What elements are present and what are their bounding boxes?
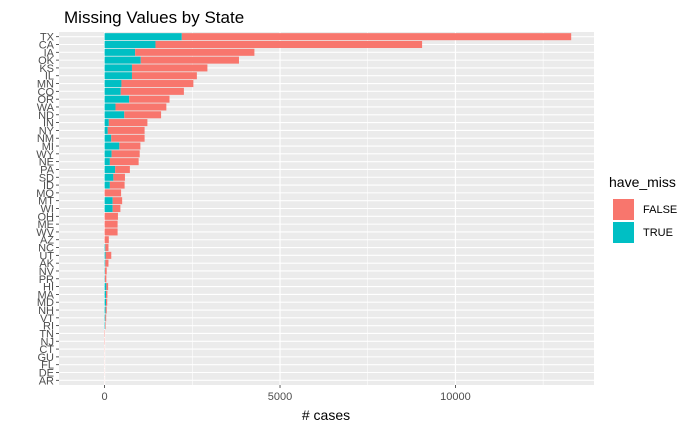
bar-false-ma: [106, 291, 107, 298]
bar-true-il: [105, 72, 132, 79]
bar-false-nm: [111, 135, 144, 142]
bar-false-wy: [112, 150, 140, 157]
bar-false-oh: [105, 213, 118, 220]
bar-true-ne: [105, 158, 110, 165]
bar-false-ny: [108, 127, 145, 134]
bar-false-wv: [105, 228, 118, 235]
bar-true-wy: [105, 150, 112, 157]
bar-true-mt: [105, 197, 113, 204]
bar-false-mi: [119, 143, 140, 150]
bar-true-nc: [105, 244, 106, 251]
x-tick-label: 0: [102, 391, 108, 403]
bar-false-in: [109, 119, 148, 126]
bar-true-ak: [105, 260, 106, 267]
bar-true-ia: [105, 49, 136, 56]
bar-true-vt: [105, 314, 106, 321]
bar-true-wa: [105, 103, 116, 110]
legend: have_miss FALSE TRUE: [609, 174, 677, 243]
bar-false-ak: [105, 260, 108, 267]
bar-true-wi: [105, 205, 113, 212]
bar-true-ut: [105, 252, 106, 259]
bar-true-co: [105, 88, 121, 95]
bar-false-vt: [105, 314, 106, 321]
bar-false-ri: [105, 322, 106, 329]
bar-false-id: [110, 182, 125, 189]
bar-false-mt: [113, 197, 122, 204]
bar-false-ca: [155, 41, 422, 48]
bar-false-nd: [124, 111, 161, 118]
bar-false-il: [132, 72, 197, 79]
bar-false-ut: [106, 252, 112, 259]
bar-false-nh: [106, 307, 107, 314]
bar-false-or: [129, 96, 169, 103]
bar-false-ks: [132, 64, 207, 71]
bar-false-wa: [115, 103, 166, 110]
bar-false-sd: [113, 174, 125, 181]
bar-false-me: [105, 221, 118, 228]
legend-title: have_miss: [609, 174, 676, 190]
bar-false-mn: [121, 80, 193, 87]
bar-false-nc: [105, 244, 108, 251]
bar-false-mo: [105, 189, 121, 196]
bar-true-nh: [105, 307, 106, 314]
bar-true-in: [105, 119, 109, 126]
bar-false-hi: [106, 283, 108, 290]
bar-false-co: [121, 88, 184, 95]
x-tick-label: 5000: [268, 391, 292, 403]
bar-true-sd: [105, 174, 114, 181]
y-axis: TXCAIAOKKSILMNCOORWANDINNYNMMIWYNEPASDID…: [36, 32, 59, 388]
bar-true-tx: [105, 33, 182, 40]
bar-true-nd: [105, 111, 125, 118]
bar-false-ok: [141, 57, 239, 64]
bar-true-ks: [105, 64, 132, 71]
bar-false-pa: [115, 166, 130, 173]
bar-false-ne: [110, 158, 139, 165]
bar-true-or: [105, 96, 130, 103]
legend-key-false: [613, 199, 634, 220]
bar-true-ca: [105, 41, 156, 48]
bar-false-az: [105, 236, 109, 243]
bar-false-ia: [135, 49, 254, 56]
bar-false-pr: [105, 275, 106, 282]
x-axis-title: # cases: [302, 407, 350, 423]
chart-title: Missing Values by State: [64, 8, 244, 27]
bar-true-ok: [105, 57, 141, 64]
bar-true-ri: [105, 322, 106, 329]
legend-label-false: FALSE: [643, 204, 677, 216]
bar-false-md: [106, 299, 107, 306]
x-axis: 0 5000 10000: [102, 385, 471, 403]
bar-false-nv: [105, 267, 107, 274]
legend-key-true: [613, 222, 634, 243]
legend-label-true: TRUE: [643, 227, 673, 239]
bar-true-nm: [105, 135, 112, 142]
bar-false-tx: [182, 33, 571, 40]
bar-true-mi: [105, 143, 120, 150]
bar-true-pa: [105, 166, 116, 173]
bar-true-id: [105, 182, 110, 189]
x-tick-label: 10000: [440, 391, 471, 403]
bar-true-ny: [105, 127, 108, 134]
bar-true-mn: [105, 80, 122, 87]
bar-true-ma: [105, 291, 106, 298]
bar-true-hi: [105, 283, 107, 290]
bar-false-wi: [113, 205, 121, 212]
y-tick-label: AR: [39, 375, 54, 387]
bar-true-md: [105, 299, 106, 306]
